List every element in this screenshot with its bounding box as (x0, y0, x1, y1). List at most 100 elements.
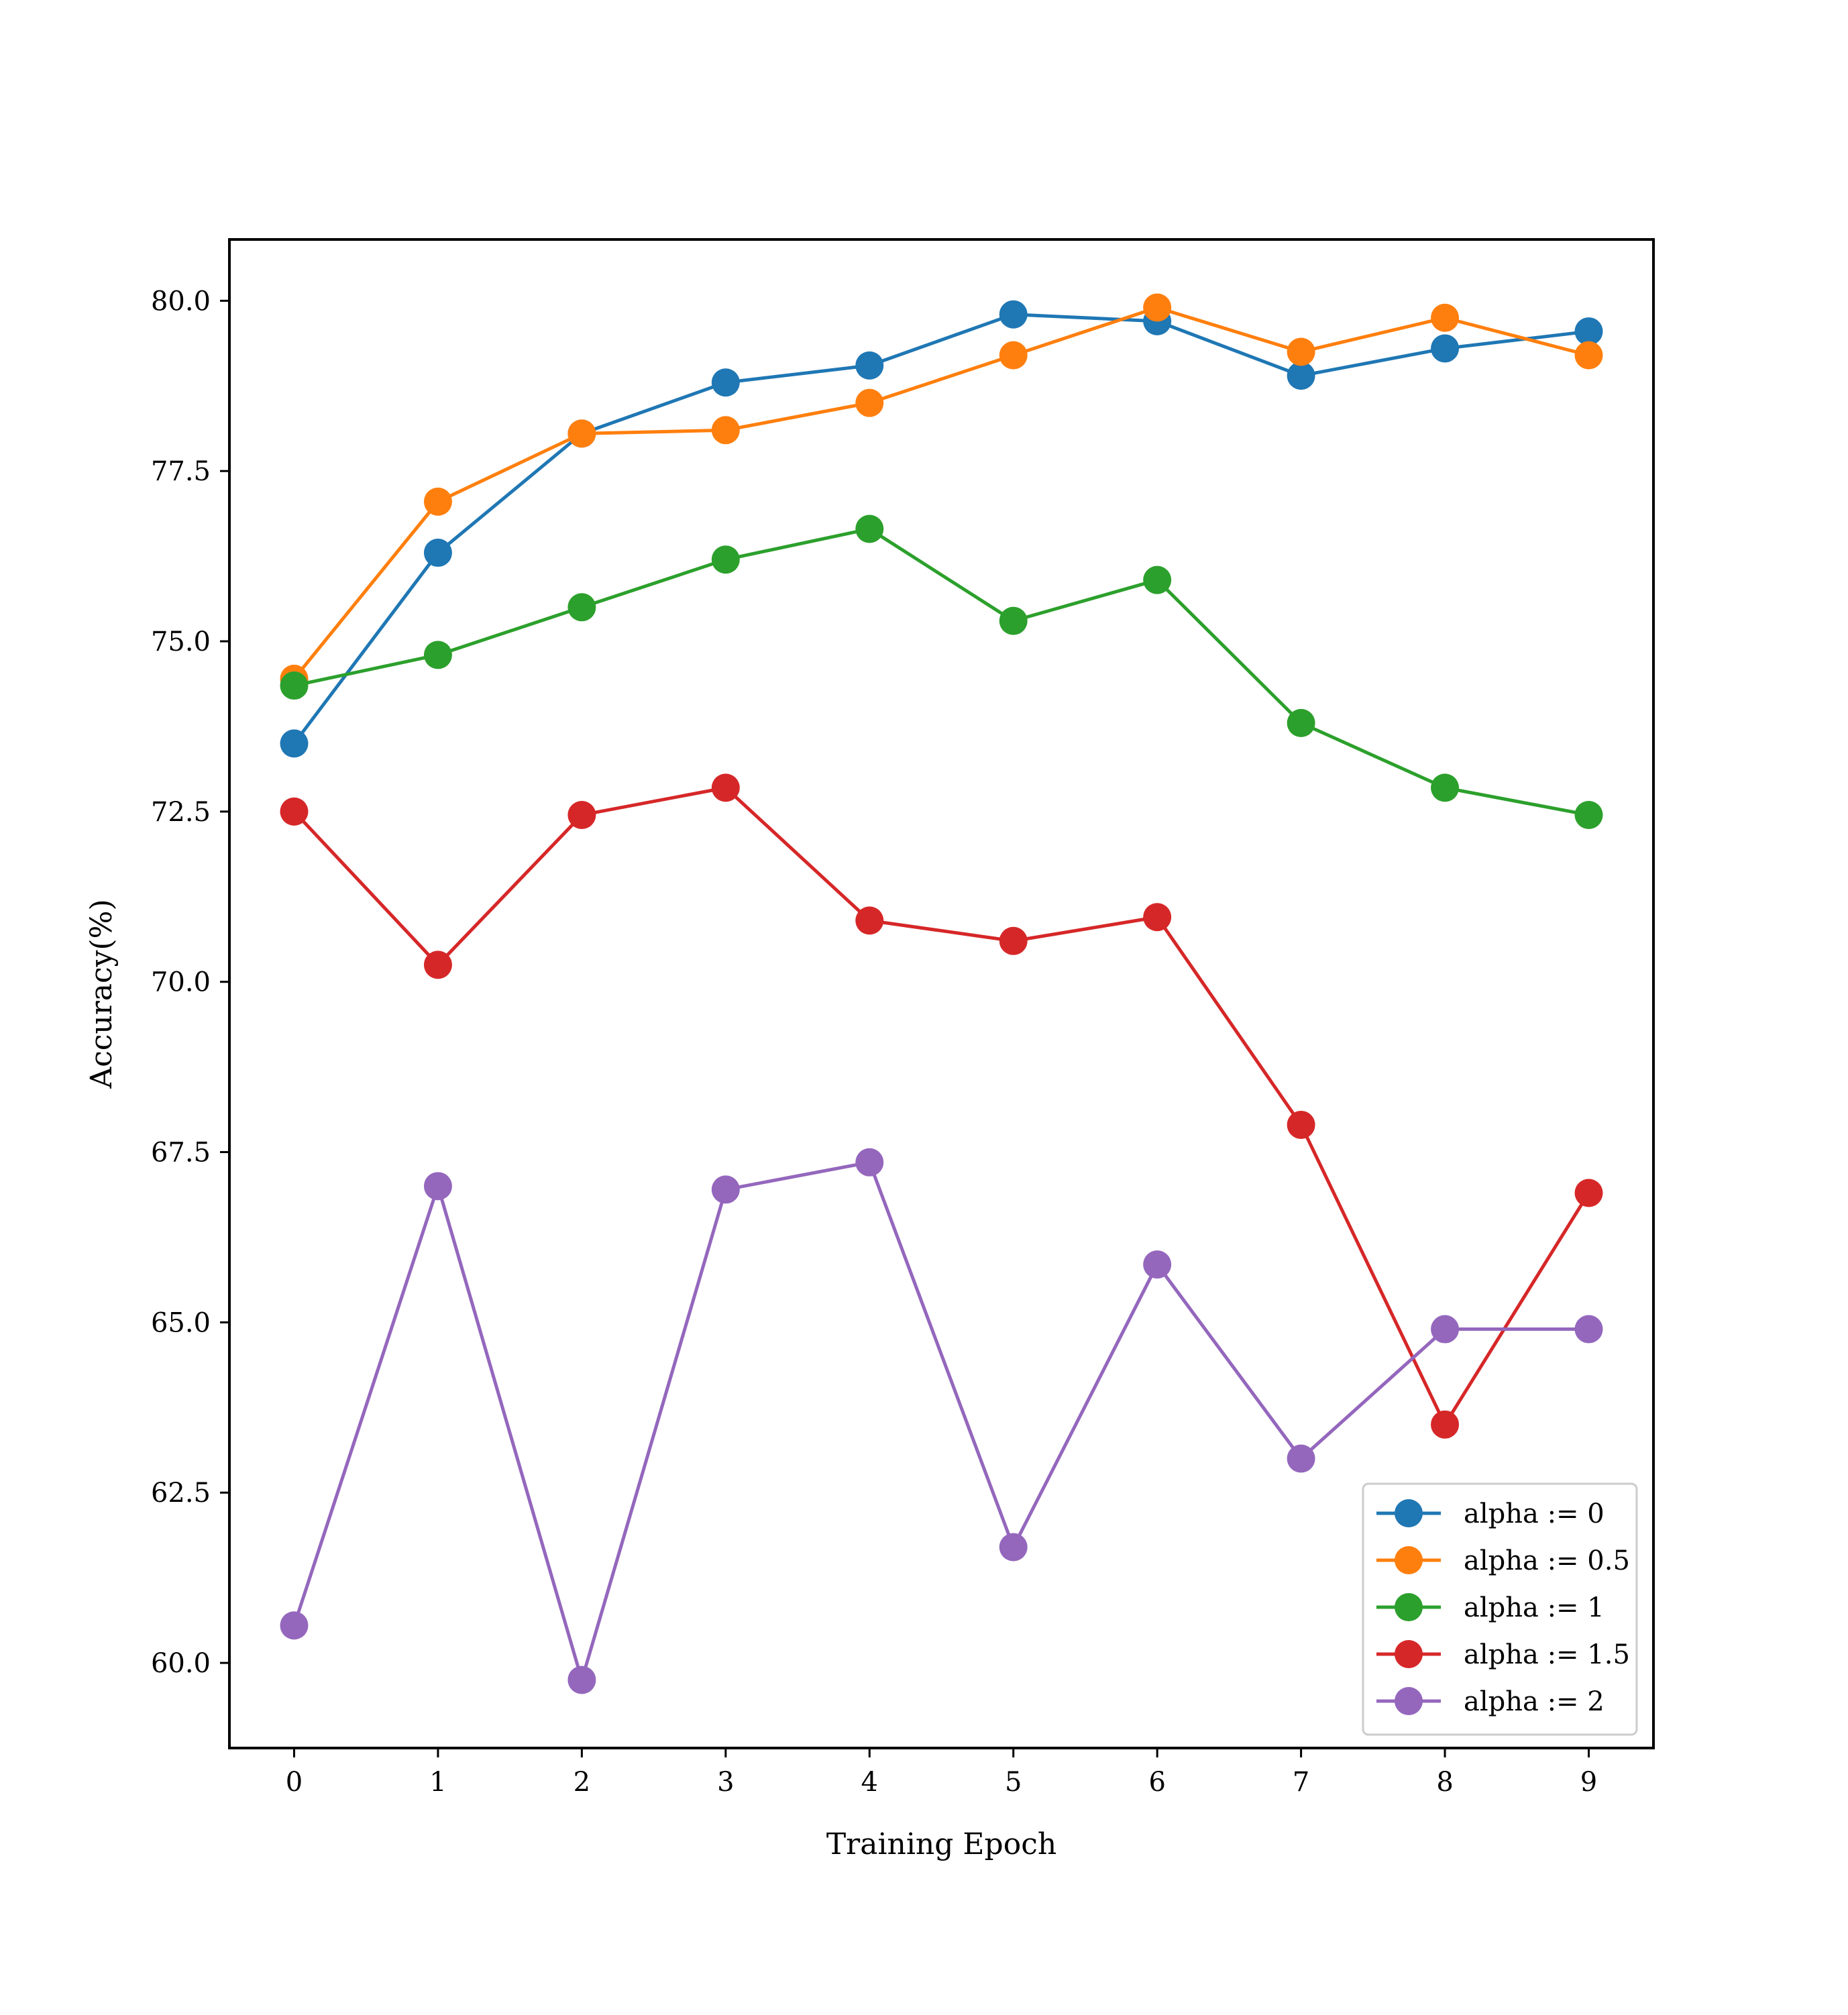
x-tick-label: 1 (429, 1767, 446, 1798)
data-point (423, 487, 452, 516)
data-point (1143, 565, 1172, 594)
series-line (292, 306, 1590, 680)
data-point (1287, 362, 1315, 390)
series-line (292, 313, 1589, 745)
data-point (280, 671, 309, 700)
series-line (292, 1160, 1589, 1682)
legend-marker (1395, 1546, 1423, 1574)
data-point (1287, 1110, 1315, 1139)
legend-label: alpha := 1 (1464, 1592, 1605, 1623)
legend-item: alpha := 0.5 (1376, 1545, 1630, 1576)
data-point (280, 729, 309, 758)
data-point (423, 539, 452, 567)
data-point (1574, 800, 1603, 829)
x-tick-label: 5 (1005, 1767, 1022, 1798)
y-tick-label: 80.0 (151, 286, 211, 317)
data-point (855, 514, 884, 543)
legend-box (1362, 1482, 1638, 1736)
legend-marker (1395, 1687, 1423, 1715)
x-tick-label: 4 (861, 1767, 878, 1798)
data-point (567, 800, 596, 829)
data-point (423, 950, 452, 979)
y-tick-label: 72.5 (151, 797, 211, 828)
data-point (855, 1148, 884, 1177)
data-point (1431, 773, 1460, 802)
data-point (999, 1533, 1028, 1562)
data-point (1431, 1315, 1460, 1344)
legend-item: alpha := 2 (1376, 1686, 1605, 1717)
y-tick-label: 67.5 (151, 1138, 211, 1168)
data-point (1431, 303, 1460, 332)
data-point (1431, 1410, 1460, 1439)
y-tick-label: 75.0 (151, 627, 211, 657)
data-point (1574, 341, 1603, 370)
series-layer (280, 293, 1603, 1694)
y-tick-label: 60.0 (151, 1648, 211, 1679)
data-point (423, 641, 452, 669)
data-point (711, 416, 740, 445)
x-tick-label: 0 (286, 1767, 303, 1798)
data-point (1287, 708, 1315, 737)
data-point (280, 1611, 309, 1640)
x-axis: 0 1 2 3 4 5 6 7 8 9 (286, 1748, 1597, 1798)
data-point (1574, 1315, 1603, 1344)
x-tick-label: 3 (717, 1767, 734, 1798)
series-line (293, 527, 1589, 817)
data-point (567, 593, 596, 622)
x-tick-label: 2 (574, 1767, 590, 1798)
data-point (1574, 317, 1603, 346)
y-axis: 60.0 62.5 65.0 67.5 70.0 72.5 75.0 77.5 80.0 (151, 286, 229, 1679)
legend-marker (1395, 1499, 1423, 1527)
data-point (1143, 903, 1172, 932)
data-point (855, 388, 884, 417)
data-point (1143, 293, 1172, 322)
legend-marker (1395, 1593, 1423, 1621)
data-point (567, 1666, 596, 1694)
data-point (711, 368, 740, 397)
data-point (280, 797, 309, 826)
legend-label: alpha := 0 (1464, 1499, 1605, 1529)
data-point (999, 300, 1028, 329)
data-point (567, 419, 596, 448)
y-tick-label: 70.0 (151, 967, 211, 998)
y-axis-label: Accuracy(%) (85, 899, 119, 1089)
x-tick-label: 6 (1148, 1767, 1165, 1798)
legend-item: alpha := 1 (1376, 1592, 1605, 1623)
data-point (711, 1175, 740, 1204)
series-line (292, 785, 1590, 1427)
data-point (1431, 334, 1460, 363)
legend-item: alpha := 1.5 (1376, 1639, 1630, 1670)
data-point (1143, 1250, 1172, 1279)
series-3 (280, 773, 1603, 1439)
x-tick-label: 8 (1436, 1767, 1453, 1798)
data-point (423, 1172, 452, 1201)
data-point (711, 545, 740, 574)
y-tick-label: 65.0 (151, 1307, 211, 1338)
data-point (999, 341, 1028, 370)
legend-item: alpha := 0 (1376, 1499, 1605, 1529)
legend: alpha := 0 alpha := 0.5 alpha := 1 alpha :=… (1362, 1482, 1638, 1736)
legend-marker (1395, 1640, 1423, 1668)
y-tick-label: 77.5 (151, 456, 211, 487)
series-0 (280, 300, 1603, 758)
y-tick-label: 62.5 (151, 1478, 211, 1509)
x-tick-label: 7 (1293, 1767, 1309, 1798)
data-point (855, 351, 884, 380)
series-4 (280, 1148, 1603, 1694)
data-point (1287, 337, 1315, 366)
data-point (999, 606, 1028, 635)
data-point (711, 773, 740, 802)
data-point (855, 906, 884, 935)
data-point (999, 926, 1028, 955)
legend-label: alpha := 2 (1464, 1686, 1605, 1717)
data-point (1574, 1179, 1603, 1207)
legend-label: alpha := 1.5 (1464, 1639, 1630, 1670)
legend-label: alpha := 0.5 (1464, 1545, 1630, 1576)
series-2 (280, 514, 1603, 829)
x-tick-label: 9 (1580, 1767, 1597, 1798)
x-axis-label: Training Epoch (826, 1827, 1056, 1861)
plot-frame (228, 238, 1655, 1749)
data-point (1287, 1444, 1315, 1473)
